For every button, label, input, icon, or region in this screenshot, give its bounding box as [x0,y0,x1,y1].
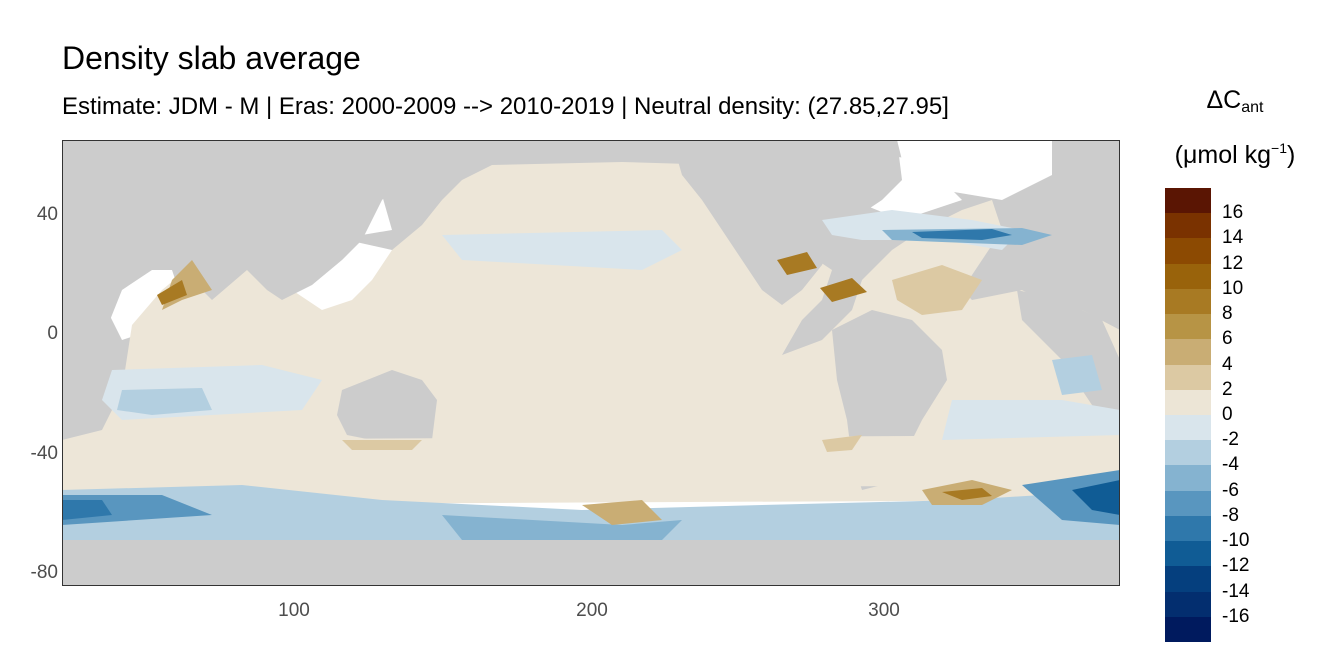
legend-swatch [1165,288,1211,315]
legend-label: 12 [1222,252,1244,274]
legend-swatch [1165,238,1211,265]
legend-label: -4 [1222,454,1239,476]
anomaly-layers [62,210,1120,540]
y-tick-40: 40 [36,204,58,225]
legend-swatch [1165,263,1211,290]
legend-swatch [1165,339,1211,366]
legend-swatch [1165,213,1211,239]
legend-colorbar [1165,188,1211,643]
legend-unit-prefix: (μmol kg [1174,141,1272,169]
legend-label: 10 [1222,277,1244,299]
legend-swatch [1165,591,1211,618]
legend-swatch [1165,490,1211,517]
legend-label: 4 [1222,353,1233,375]
legend-swatch [1165,314,1211,340]
legend-swatch [1165,566,1211,593]
map-border [62,140,1120,586]
legend-title-main: ΔC [1206,86,1242,114]
legend-label: 6 [1222,328,1233,350]
legend-label: 14 [1222,227,1244,249]
legend-label: -10 [1222,530,1250,552]
legend-label: -2 [1222,429,1239,451]
legend-label: -16 [1222,605,1250,627]
legend-swatch [1165,616,1211,643]
legend-label: 16 [1222,202,1244,224]
legend-label: -8 [1222,504,1239,526]
legend-label: -12 [1222,555,1250,577]
chart-subtitle: Estimate: JDM - M | Eras: 2000-2009 --> … [62,93,949,120]
legend-swatch [1165,515,1211,542]
legend-label: 0 [1222,404,1233,425]
legend-label: -6 [1222,479,1239,501]
legend-swatch [1165,188,1211,214]
y-tick-0: 0 [47,323,58,344]
legend-title-sub: ant [1241,99,1264,116]
legend-label: 2 [1222,378,1233,400]
y-tick-minus40: -40 [30,443,58,464]
legend-label: -14 [1222,580,1250,602]
legend-unit-suffix: ) [1287,141,1296,169]
legend-swatch [1165,415,1211,441]
legend-unit: (μmol kg−1) [1160,140,1310,170]
chart-title: Density slab average [62,40,361,76]
legend-title: ΔCant [1160,86,1310,117]
legend-swatch [1165,440,1211,466]
x-tick-300: 300 [868,600,900,621]
x-tick-200: 200 [576,600,608,621]
x-tick-100: 100 [278,600,310,621]
y-tick-minus80: -80 [30,562,58,583]
ocean-map [62,140,1120,586]
legend-swatch [1165,541,1211,567]
legend-unit-sup: −1 [1271,140,1287,156]
map-panel [62,140,1120,586]
legend-label: 8 [1222,303,1233,325]
legend-swatch [1165,465,1211,492]
legend-swatch [1165,389,1211,416]
legend-swatch [1165,364,1211,391]
